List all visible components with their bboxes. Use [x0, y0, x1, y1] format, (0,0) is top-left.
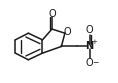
Text: O: O	[63, 27, 71, 37]
Text: +: +	[91, 39, 97, 45]
Text: N: N	[86, 42, 94, 51]
Text: −: −	[92, 59, 98, 68]
Text: O: O	[86, 58, 93, 68]
Text: O: O	[86, 25, 93, 35]
Text: O: O	[48, 9, 56, 19]
